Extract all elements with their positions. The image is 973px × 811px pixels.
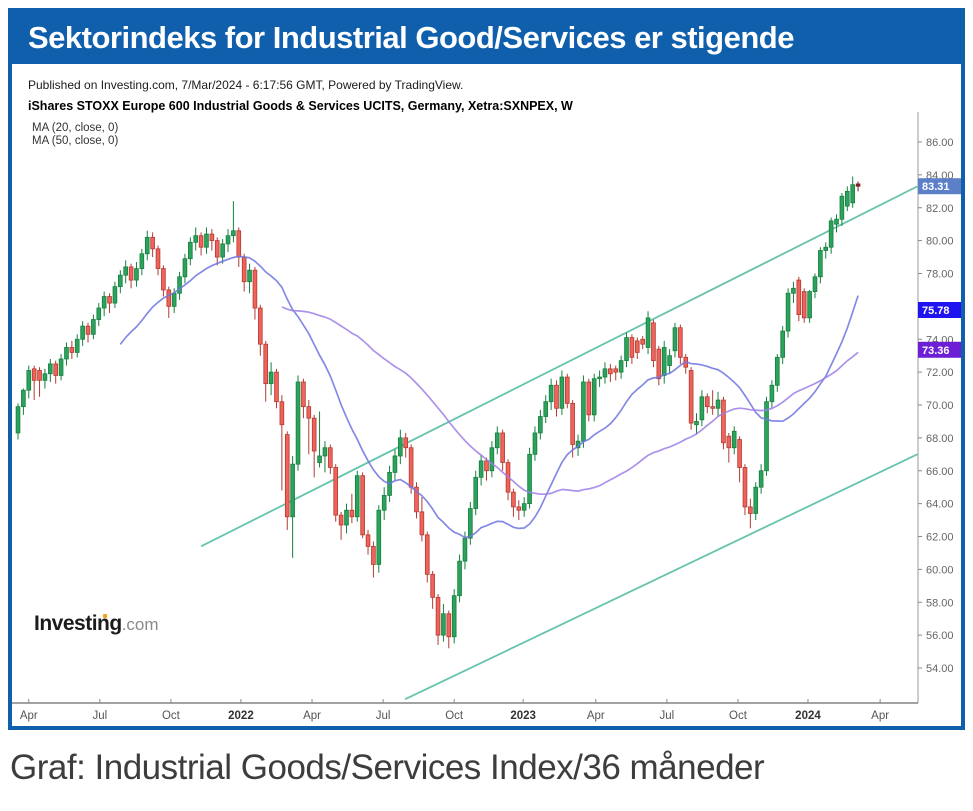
svg-text:64.00: 64.00 xyxy=(926,499,954,511)
logo-suffix: .com xyxy=(121,615,159,634)
svg-text:68.00: 68.00 xyxy=(926,433,954,445)
ma-legend: MA (20, close, 0) MA (50, close, 0) xyxy=(32,122,118,148)
svg-text:82.00: 82.00 xyxy=(926,203,954,215)
svg-text:Apr: Apr xyxy=(20,710,38,722)
investing-logo: Investing.com xyxy=(34,612,159,636)
title-bar: Sektorindeks for Industrial Good/Service… xyxy=(12,12,961,64)
svg-text:66.00: 66.00 xyxy=(926,466,954,478)
svg-text:Oct: Oct xyxy=(445,710,464,722)
svg-text:78.00: 78.00 xyxy=(926,269,954,281)
svg-text:73.36: 73.36 xyxy=(922,345,950,357)
logo-orange-dot-icon xyxy=(103,614,107,618)
svg-text:Oct: Oct xyxy=(729,710,748,722)
instrument-line: iShares STOXX Europe 600 Industrial Good… xyxy=(28,99,573,113)
svg-text:70.00: 70.00 xyxy=(926,400,954,412)
svg-text:83.31: 83.31 xyxy=(922,181,950,193)
published-line: Published on Investing.com, 7/Mar/2024 -… xyxy=(28,78,464,92)
svg-text:62.00: 62.00 xyxy=(926,532,954,544)
svg-text:2022: 2022 xyxy=(228,710,254,722)
svg-text:86.00: 86.00 xyxy=(926,137,954,149)
ma20-label: MA (20, close, 0) xyxy=(32,122,119,134)
svg-text:2024: 2024 xyxy=(795,710,821,722)
svg-text:58.00: 58.00 xyxy=(926,597,954,609)
chart-panel: Sektorindeks for Industrial Good/Service… xyxy=(8,8,965,730)
svg-text:Oct: Oct xyxy=(162,710,181,722)
page-title: Sektorindeks for Industrial Good/Service… xyxy=(28,20,794,55)
svg-text:75.78: 75.78 xyxy=(922,305,950,317)
price-chart[interactable]: 86.0084.0082.0080.0078.0076.0074.0072.00… xyxy=(12,64,961,726)
svg-text:Jul: Jul xyxy=(660,710,675,722)
svg-text:54.00: 54.00 xyxy=(926,663,954,675)
svg-text:2023: 2023 xyxy=(510,710,536,722)
chart-area: 86.0084.0082.0080.0078.0076.0074.0072.00… xyxy=(12,64,961,726)
svg-text:Jul: Jul xyxy=(93,710,108,722)
svg-text:60.00: 60.00 xyxy=(926,564,954,576)
figure-caption: Graf: Industrial Goods/Services Index/36… xyxy=(10,748,765,787)
svg-text:Jul: Jul xyxy=(376,710,391,722)
svg-text:Apr: Apr xyxy=(587,710,605,722)
svg-text:80.00: 80.00 xyxy=(926,236,954,248)
svg-text:72.00: 72.00 xyxy=(926,367,954,379)
logo-brand: Investing xyxy=(34,612,122,635)
svg-text:56.00: 56.00 xyxy=(926,630,954,642)
svg-text:Apr: Apr xyxy=(871,710,889,722)
ma50-label: MA (50, close, 0) xyxy=(32,135,119,147)
svg-text:Apr: Apr xyxy=(303,710,321,722)
